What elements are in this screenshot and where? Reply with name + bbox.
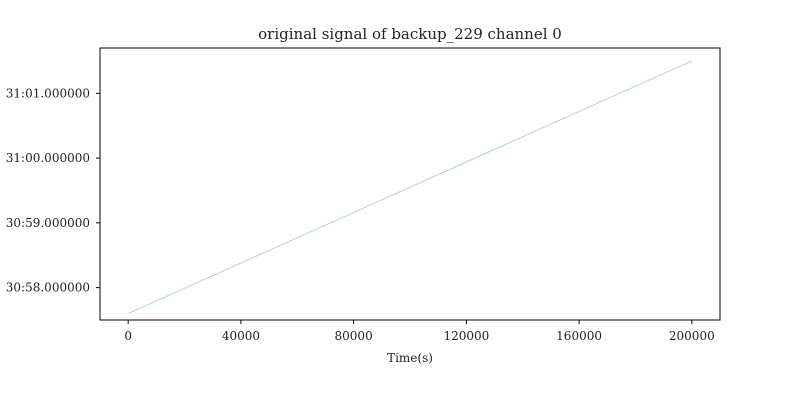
x-tick-label: 0 bbox=[124, 329, 132, 343]
x-tick-label: 40000 bbox=[222, 329, 260, 343]
y-tick-label: 30:59.000000 bbox=[6, 216, 90, 230]
y-tick-label: 31:00.000000 bbox=[6, 151, 90, 165]
y-axis-ticks: 31:01.000000 31:00.000000 30:59.000000 30:5… bbox=[6, 86, 100, 295]
y-tick-label: 31:01.000000 bbox=[6, 86, 90, 100]
chart-title: original signal of backup_229 channel 0 bbox=[258, 25, 562, 43]
y-tick-label: 30:58.000000 bbox=[6, 281, 90, 295]
x-axis-label: Time(s) bbox=[387, 351, 433, 365]
series-layer bbox=[128, 60, 692, 314]
x-axis-ticks: 0 40000 80000 120000 160000 200000 bbox=[124, 320, 715, 343]
x-tick-label: 120000 bbox=[443, 329, 489, 343]
plot-area-frame bbox=[99, 47, 721, 321]
x-tick-label: 80000 bbox=[335, 329, 373, 343]
x-tick-label: 200000 bbox=[669, 329, 715, 343]
x-tick-label: 160000 bbox=[556, 329, 602, 343]
signal-line bbox=[128, 60, 692, 314]
